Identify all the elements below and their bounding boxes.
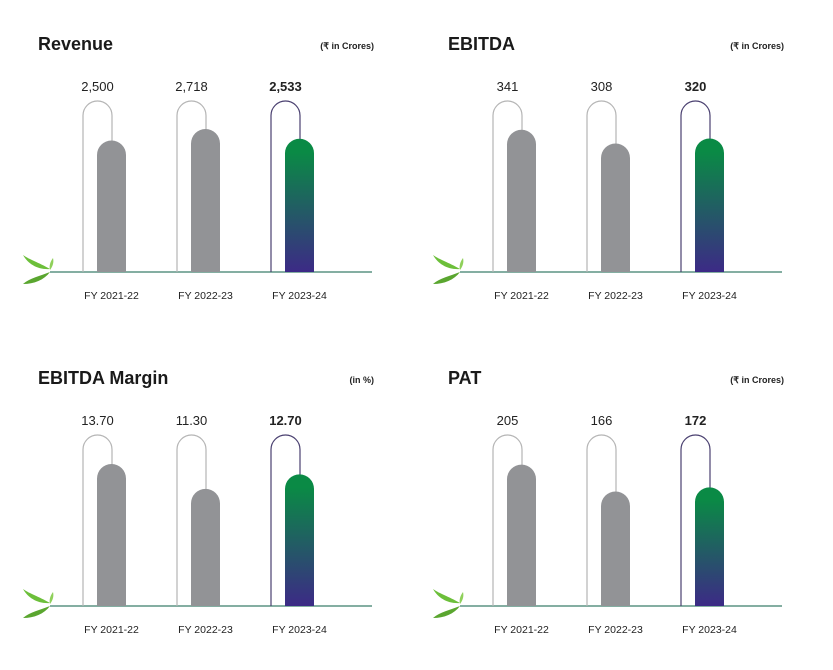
category-label: FY 2021-22 <box>494 624 549 636</box>
value-label: 13.70 <box>81 413 114 428</box>
bar <box>191 488 220 606</box>
bar-outline <box>492 100 523 272</box>
bar <box>285 474 314 606</box>
chart-title: EBITDA <box>448 34 515 54</box>
value-label: 2,718 <box>175 79 208 94</box>
bar <box>695 138 724 272</box>
bar <box>601 491 630 606</box>
category-label: FY 2023-24 <box>272 290 327 302</box>
value-label: 341 <box>497 79 519 94</box>
category-label: FY 2022-23 <box>588 624 643 636</box>
leaf-icon <box>23 255 54 284</box>
category-label: FY 2021-22 <box>84 290 139 302</box>
value-label: 2,500 <box>81 79 114 94</box>
bar <box>507 129 536 272</box>
bar-outline <box>176 100 207 272</box>
bar-outline <box>176 434 207 606</box>
bar <box>97 140 126 272</box>
bar-outline <box>680 434 711 606</box>
category-label: FY 2021-22 <box>494 290 549 302</box>
bar-outline <box>492 434 523 606</box>
bar <box>285 138 314 272</box>
bar-chart: 13.70 FY 2021-22 11.30 FY 2022-23 12.70 FY 20… <box>23 413 372 636</box>
category-label: FY 2023-24 <box>682 290 737 302</box>
bar-chart: 205 FY 2021-22 166 FY 2022-23 172 FY 2023-24 <box>433 413 782 636</box>
unit-label: (₹ in Crores) <box>730 375 784 385</box>
value-label: 2,533 <box>269 79 302 94</box>
category-label: FY 2022-23 <box>178 624 233 636</box>
chart-panel: Revenue (₹ in Crores) 2,500 FY 2021-22 2,718… <box>20 22 380 322</box>
category-label: FY 2022-23 <box>588 290 643 302</box>
bar-outline <box>586 434 617 606</box>
bar-outline <box>586 100 617 272</box>
unit-label: (in %) <box>349 375 375 385</box>
category-label: FY 2022-23 <box>178 290 233 302</box>
bar <box>97 464 126 606</box>
category-label: FY 2021-22 <box>84 624 139 636</box>
chart-panel: EBITDA (₹ in Crores) 341 FY 2021-22 308 FY 20… <box>430 22 790 322</box>
bar-chart: 2,500 FY 2021-22 2,718 FY 2022-23 2,533 FY 20… <box>23 79 372 302</box>
bar-outline <box>82 100 113 272</box>
unit-label: (₹ in Crores) <box>320 41 374 51</box>
chart-title: PAT <box>448 368 482 388</box>
unit-label: (₹ in Crores) <box>730 41 784 51</box>
chart-panel: EBITDA Margin (in %) 13.70 FY 2021-22 11.30 F… <box>20 356 380 656</box>
bar-chart: 341 FY 2021-22 308 FY 2022-23 320 FY 2023-24 <box>433 79 782 302</box>
bar <box>601 143 630 272</box>
value-label: 166 <box>591 413 613 428</box>
chart-title: Revenue <box>38 34 114 54</box>
chart-title: EBITDA Margin <box>38 368 169 388</box>
chart-panel: PAT (₹ in Crores) 205 FY 2021-22 166 FY 2022-… <box>430 356 790 656</box>
leaf-icon <box>23 589 54 618</box>
value-label: 320 <box>685 79 707 94</box>
bar <box>695 487 724 606</box>
bar-outline <box>270 100 301 272</box>
value-label: 308 <box>591 79 613 94</box>
bar <box>191 128 220 272</box>
bar-outline <box>680 100 711 272</box>
bar <box>507 464 536 606</box>
value-label: 172 <box>685 413 707 428</box>
bar-outline <box>270 434 301 606</box>
value-label: 11.30 <box>176 413 208 428</box>
category-label: FY 2023-24 <box>272 624 327 636</box>
value-label: 12.70 <box>269 413 302 428</box>
bar-outline <box>82 434 113 606</box>
category-label: FY 2023-24 <box>682 624 737 636</box>
leaf-icon <box>433 589 464 618</box>
value-label: 205 <box>497 413 519 428</box>
leaf-icon <box>433 255 464 284</box>
